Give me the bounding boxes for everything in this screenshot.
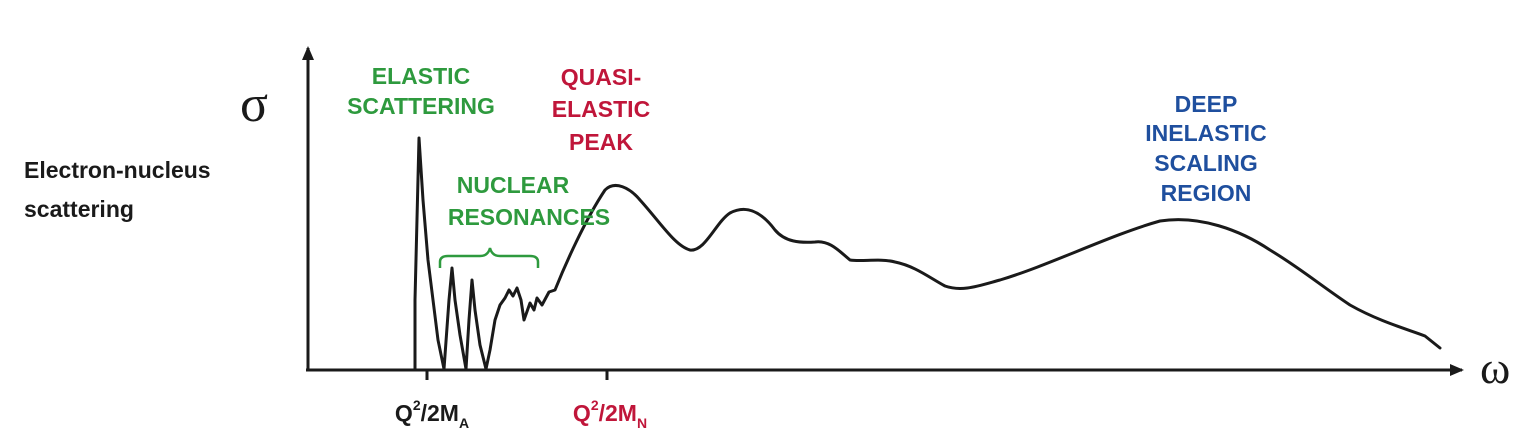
nuclear-label-line2: RESONANCES (448, 204, 610, 230)
cross-section-curve (413, 136, 1442, 372)
elastic-label-line2: SCATTERING (347, 93, 495, 119)
y-axis-symbol: σ (240, 76, 268, 133)
nuclear-resonances-brace (438, 247, 540, 268)
quasi-label-line1: QUASI- (561, 64, 642, 90)
tick-label-q2-2ma: Q2/2MA (395, 397, 469, 431)
nuclear-label-line1: NUCLEAR (457, 172, 570, 198)
side-label-line1: Electron-nucleus (24, 157, 211, 183)
side-label-line2: scattering (24, 196, 134, 222)
tick-label-q2-2mn: Q2/2MN (573, 397, 647, 431)
deep-label-line3: SCALING (1154, 150, 1258, 176)
deep-label-line1: DEEP (1175, 91, 1238, 117)
x-axis-symbol: ω (1480, 342, 1510, 393)
deep-label-line2: INELASTIC (1145, 120, 1266, 146)
quasi-label-line2: ELASTIC (552, 96, 650, 122)
elastic-label-line1: ELASTIC (372, 63, 470, 89)
deep-label-line4: REGION (1161, 180, 1252, 206)
quasi-label-line3: PEAK (569, 129, 633, 155)
